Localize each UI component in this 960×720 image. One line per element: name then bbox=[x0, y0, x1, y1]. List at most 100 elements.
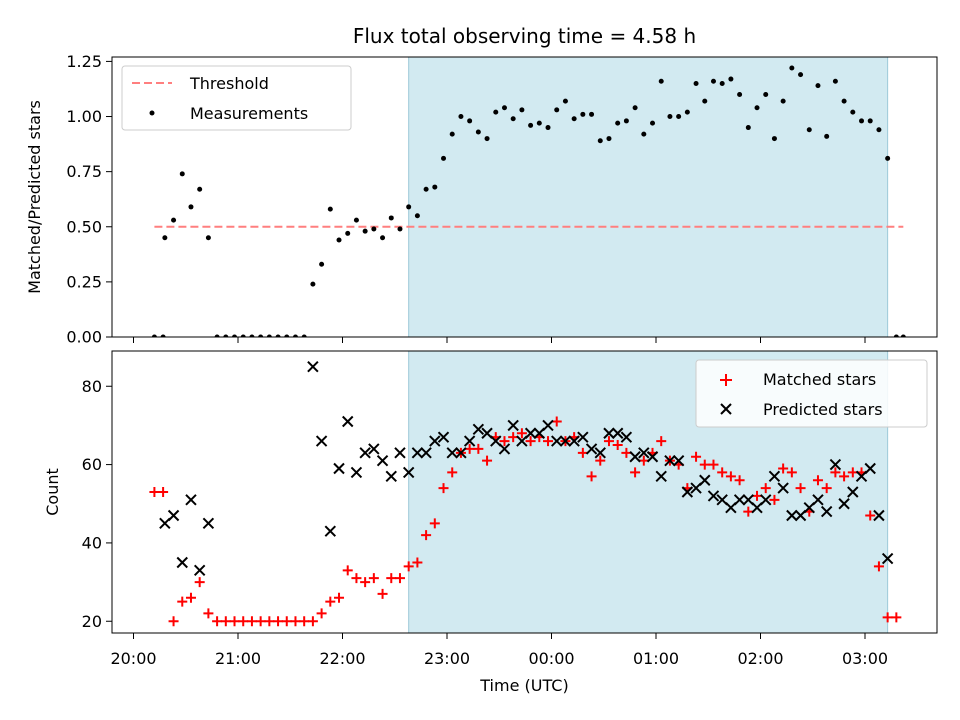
matched-star-marker bbox=[412, 557, 423, 568]
measurement-point bbox=[380, 235, 386, 241]
predicted-star-marker bbox=[786, 509, 798, 522]
measurement-point bbox=[676, 114, 682, 120]
measurement-point bbox=[841, 98, 847, 104]
bottom-predicted-markers bbox=[159, 360, 894, 577]
measurement-point bbox=[798, 72, 804, 78]
legend-matched-swatch bbox=[720, 374, 732, 386]
predicted-star-marker bbox=[672, 454, 685, 467]
x-tick-label: 22:00 bbox=[319, 649, 365, 668]
measurement-point bbox=[371, 226, 377, 232]
matched-star-marker bbox=[203, 608, 214, 619]
predicted-star-marker bbox=[463, 435, 476, 447]
y-tick-label: 0.25 bbox=[66, 272, 102, 291]
matched-star-marker bbox=[342, 565, 353, 576]
predicted-star-marker bbox=[829, 458, 842, 471]
predicted-star-marker bbox=[603, 427, 615, 439]
matched-star-marker bbox=[255, 616, 266, 627]
measurement-point bbox=[493, 109, 499, 115]
measurement-point bbox=[432, 184, 438, 190]
predicted-star-marker bbox=[873, 509, 885, 522]
measurement-point bbox=[240, 334, 246, 337]
measurement-point bbox=[501, 105, 507, 111]
measurement-point bbox=[667, 114, 673, 120]
legend-predicted-label: Predicted stars bbox=[763, 400, 883, 419]
measurement-point bbox=[641, 131, 647, 137]
measurement-point bbox=[597, 138, 603, 144]
predicted-star-marker bbox=[202, 517, 215, 530]
matched-star-marker bbox=[882, 612, 893, 623]
measurement-point bbox=[754, 105, 760, 111]
x-tick-label: 20:00 bbox=[110, 649, 156, 668]
predicted-star-marker bbox=[577, 431, 589, 443]
top-panel: 0.00 0.25 0.50 0.75 1.00 1.25 Matched/Predict… bbox=[25, 52, 938, 347]
measurement-point bbox=[728, 76, 734, 82]
predicted-star-marker bbox=[498, 443, 511, 455]
matched-star-marker bbox=[482, 455, 493, 466]
top-panel-frame bbox=[111, 56, 938, 338]
predicted-star-marker bbox=[760, 494, 772, 506]
predicted-star-marker bbox=[542, 419, 554, 432]
matched-star-marker bbox=[229, 616, 240, 627]
measurement-point bbox=[467, 118, 473, 124]
predicted-star-marker bbox=[368, 443, 380, 455]
measurement-point bbox=[258, 334, 264, 337]
matched-star-marker bbox=[238, 616, 249, 627]
predicted-star-marker bbox=[429, 435, 441, 447]
matched-star-marker bbox=[734, 475, 745, 486]
x-tick-label: 01:00 bbox=[633, 649, 679, 668]
bottom-legend: Matched stars Predicted stars bbox=[695, 359, 928, 428]
matched-star-marker bbox=[691, 451, 702, 462]
measurement-point bbox=[388, 215, 394, 221]
measurement-point bbox=[249, 334, 255, 337]
measurement-point bbox=[214, 334, 220, 337]
predicted-star-marker bbox=[350, 466, 363, 479]
matched-star-marker bbox=[307, 616, 318, 627]
measurement-point bbox=[615, 120, 621, 126]
x-tick-label: 02:00 bbox=[737, 649, 783, 668]
matched-star-marker bbox=[149, 487, 160, 497]
legend-measurements-swatch bbox=[149, 110, 155, 116]
measurement-point bbox=[771, 136, 777, 142]
predicted-star-marker bbox=[176, 556, 188, 569]
bottom-y-ticks: 20 40 60 80 bbox=[82, 377, 112, 631]
measurement-point bbox=[780, 98, 786, 104]
matched-star-marker bbox=[516, 428, 527, 439]
measurement-point bbox=[519, 107, 525, 113]
y-tick-label: 0.50 bbox=[66, 217, 102, 236]
top-measurement-points bbox=[151, 65, 906, 337]
measurement-point bbox=[162, 235, 168, 241]
measurement-point bbox=[205, 235, 211, 241]
measurement-point bbox=[658, 78, 664, 84]
measurement-point bbox=[832, 78, 838, 84]
measurement-point bbox=[362, 228, 368, 234]
measurement-point bbox=[806, 127, 812, 133]
measurement-point bbox=[484, 136, 490, 142]
matched-star-marker bbox=[603, 436, 614, 447]
predicted-star-marker bbox=[594, 447, 606, 459]
matched-star-marker bbox=[760, 483, 771, 494]
measurement-point bbox=[536, 120, 542, 126]
predicted-star-marker bbox=[681, 486, 694, 498]
x-tick-label: 23:00 bbox=[424, 649, 470, 668]
measurement-point bbox=[301, 334, 307, 337]
predicted-star-marker bbox=[646, 451, 659, 463]
predicted-star-marker bbox=[359, 447, 371, 459]
matched-star-marker bbox=[699, 459, 710, 470]
matched-star-marker bbox=[185, 592, 196, 603]
predicted-star-marker bbox=[376, 454, 389, 467]
y-tick-label: 1.00 bbox=[66, 107, 102, 126]
measurement-point bbox=[327, 206, 333, 212]
matched-star-marker bbox=[421, 530, 432, 541]
matched-star-marker bbox=[795, 483, 806, 494]
measurement-point bbox=[414, 213, 420, 219]
legend-predicted-swatch bbox=[720, 403, 732, 415]
measurement-point bbox=[475, 129, 481, 135]
matched-star-marker bbox=[177, 596, 188, 607]
chart-title: Flux total observing time = 4.58 h bbox=[353, 24, 696, 48]
matched-star-marker bbox=[577, 447, 588, 458]
measurement-point bbox=[423, 186, 429, 192]
matched-star-marker bbox=[821, 483, 832, 494]
measurement-point bbox=[179, 171, 185, 177]
matched-star-marker bbox=[551, 416, 562, 427]
matched-star-marker bbox=[386, 573, 397, 584]
